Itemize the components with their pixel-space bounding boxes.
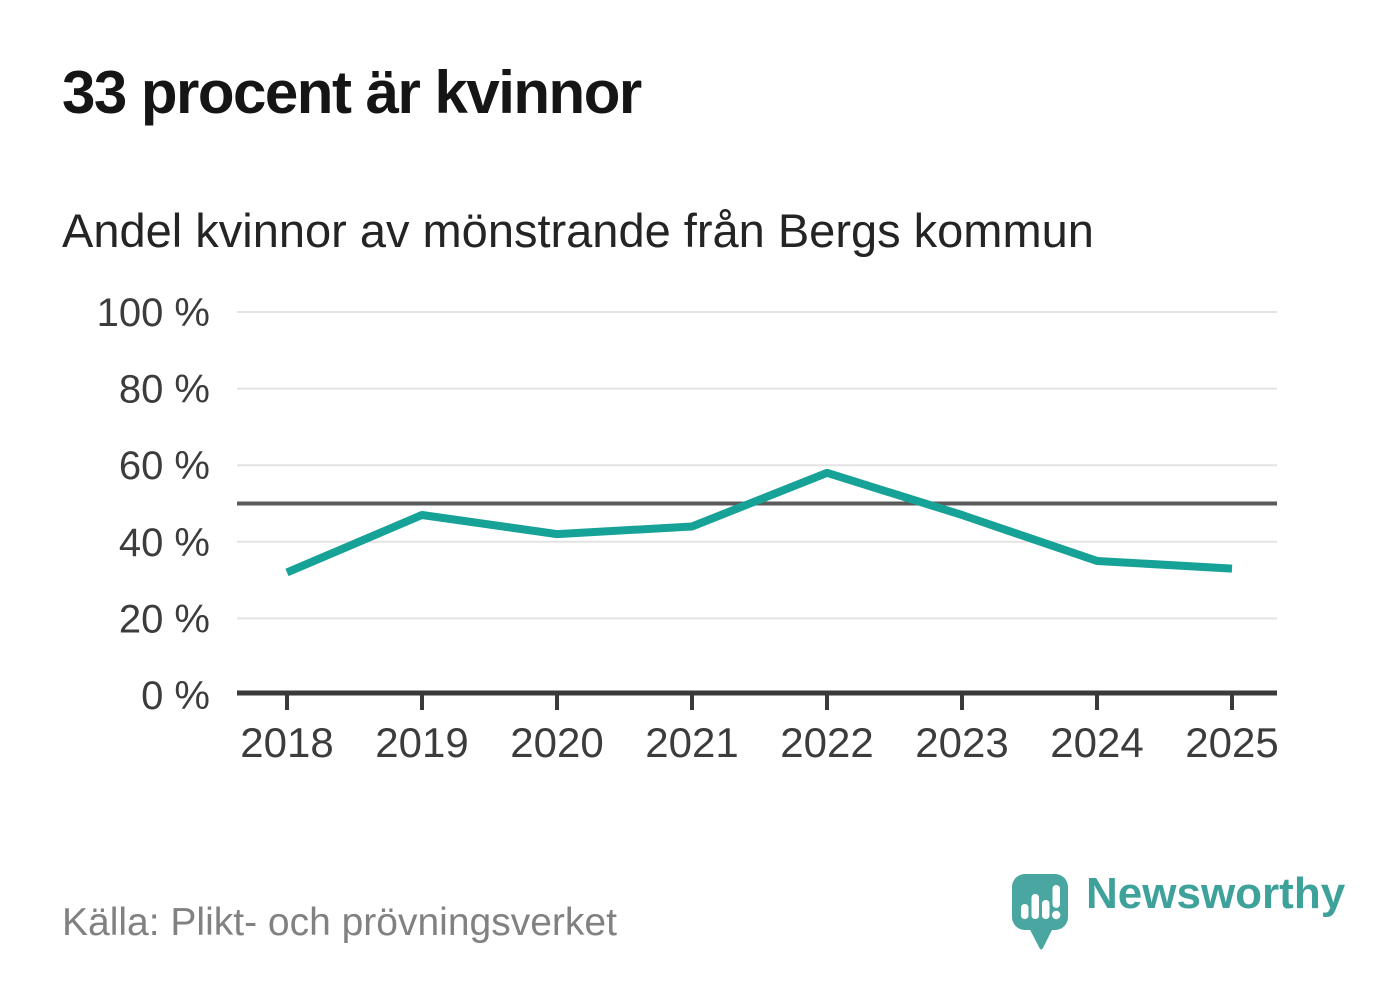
y-axis-label-80: 80 % — [119, 368, 210, 412]
source-caption: Källa: Plikt- och prövningsverket — [62, 901, 617, 944]
x-axis-label-2019: 2019 — [375, 719, 468, 766]
y-axis-label-0: 0 % — [141, 674, 210, 718]
y-axis-label-60: 60 % — [119, 444, 210, 488]
y-axis-label-20: 20 % — [119, 597, 210, 641]
x-axis-label-2020: 2020 — [510, 719, 603, 766]
data-line-andel-kvinnor — [285, 468, 1233, 577]
x-axis-label-2021: 2021 — [645, 719, 738, 766]
x-axis-label-2018: 2018 — [240, 719, 333, 766]
newsworthy-wordmark: Newsworthy — [1086, 869, 1346, 918]
line-chart: 0 % 20 % 40 % 60 % 80 % 100 % 2018 2019 2020 2021… — [97, 291, 1279, 766]
chart-subtitle: Andel kvinnor av mönstrande från Bergs k… — [62, 204, 1094, 257]
y-axis-label-40: 40 % — [119, 521, 210, 565]
x-axis-label-2023: 2023 — [915, 719, 1008, 766]
page-title: 33 procent är kvinnor — [62, 59, 642, 126]
newsworthy-logo: Newsworthy — [1012, 869, 1345, 952]
y-axis-label-100: 100 % — [97, 291, 210, 335]
x-axis-label-2022: 2022 — [780, 719, 873, 766]
x-axis-label-2024: 2024 — [1050, 719, 1143, 766]
x-axis-label-2025: 2025 — [1185, 719, 1278, 766]
newsworthy-logo-mark-icon — [1012, 874, 1068, 950]
